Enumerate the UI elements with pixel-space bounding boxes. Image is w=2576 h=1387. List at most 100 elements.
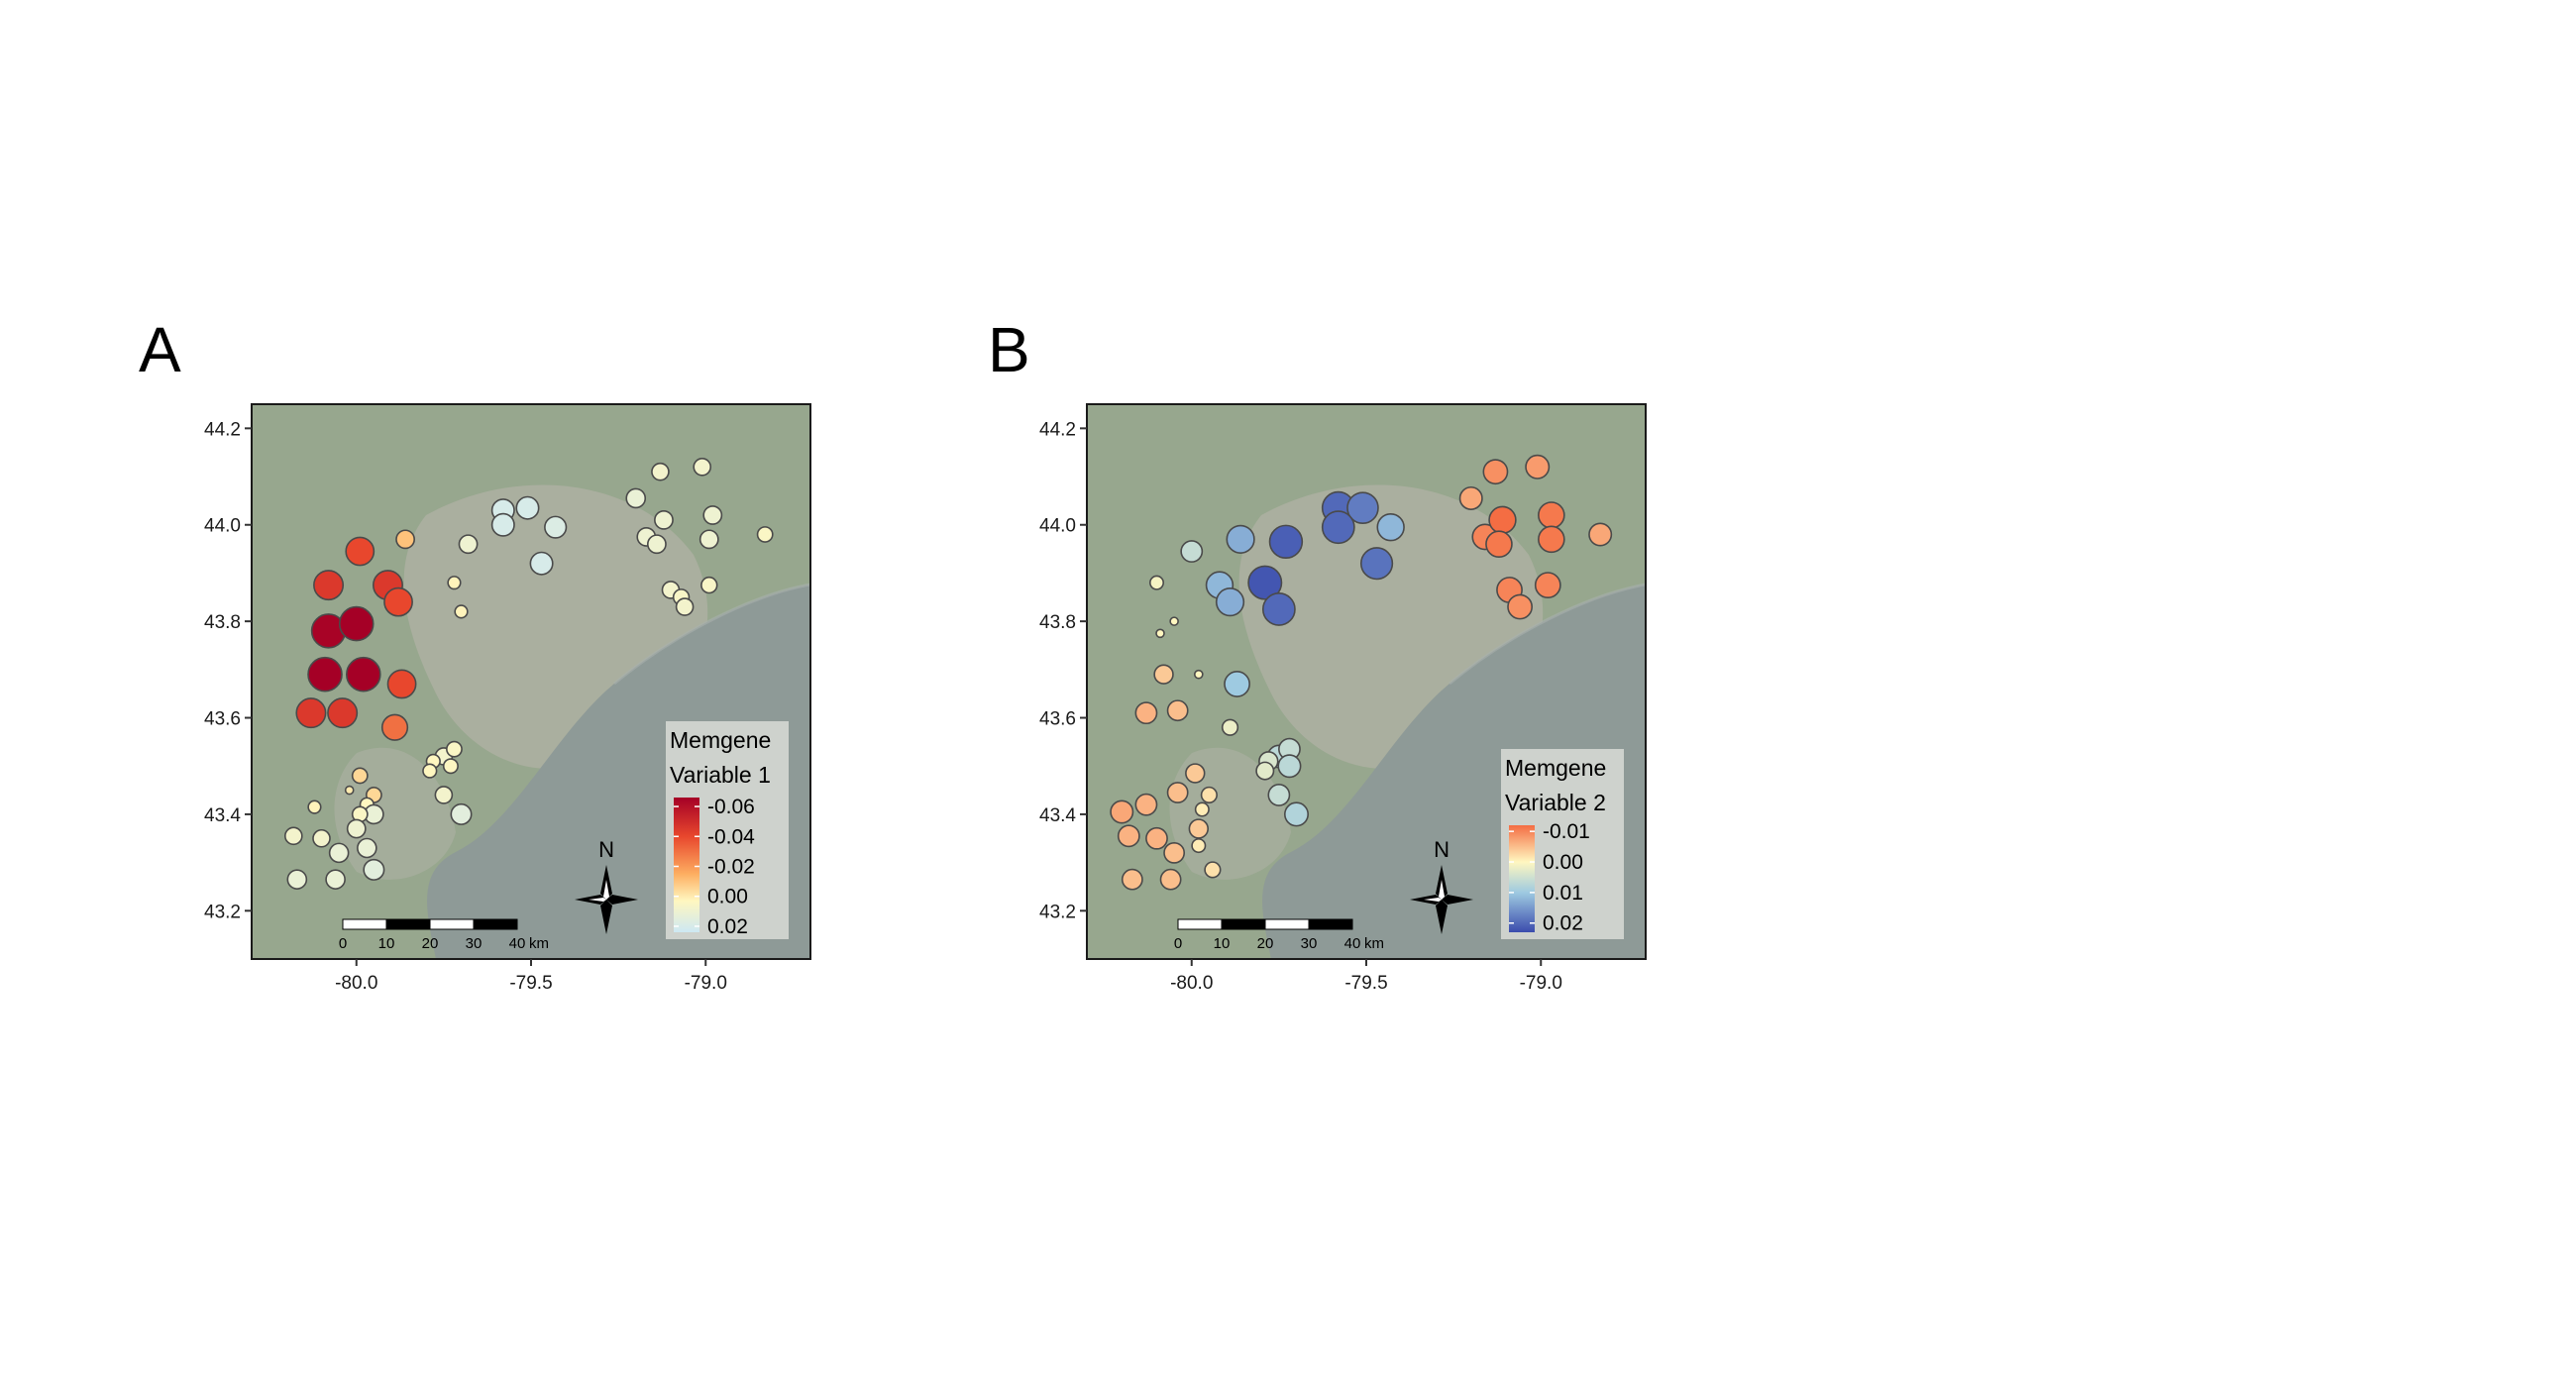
legend-title-line2: Variable 1 <box>670 762 771 788</box>
sample-point <box>447 576 462 590</box>
y-axis-a: 43.2 43.4 43.6 43.8 44.0 44.2 <box>204 419 252 922</box>
scale-label: 10 <box>378 935 395 952</box>
y-tick-label: 44.0 <box>1039 516 1076 537</box>
sample-point <box>702 505 723 525</box>
sample-point <box>1268 524 1304 559</box>
sample-point <box>1507 593 1534 620</box>
scale-segment <box>429 918 475 930</box>
sample-point <box>383 587 413 617</box>
sample-point <box>1110 800 1134 824</box>
y-tick-label: 43.2 <box>1039 902 1076 922</box>
sample-point <box>345 536 376 567</box>
scale-label: 0 <box>1174 935 1182 952</box>
panel-a: A 43.2 43.4 43.6 43.8 44.0 44.2 -80.0 -79.5 -79… <box>139 314 811 994</box>
sample-point <box>544 515 568 539</box>
legend-title-line2: Variable 2 <box>1505 790 1606 815</box>
scale-label: 10 <box>1214 935 1231 952</box>
sample-point <box>647 534 667 555</box>
y-tick-label: 43.6 <box>1039 709 1076 730</box>
sample-point <box>1534 572 1561 599</box>
sample-point <box>1221 718 1239 736</box>
sample-point <box>625 487 647 509</box>
legend-colorbar <box>674 798 699 932</box>
sample-point <box>1458 485 1483 510</box>
scale-segment <box>385 918 431 930</box>
legend-title-line1: Memgene <box>1505 755 1606 781</box>
sample-points-a <box>283 458 774 890</box>
x-tick-label: -80.0 <box>1170 973 1213 994</box>
sample-point <box>351 767 369 785</box>
sample-point <box>1121 868 1143 891</box>
legend-colorbar <box>1509 825 1535 932</box>
sample-point <box>380 713 409 741</box>
sample-point <box>693 458 712 477</box>
sample-point <box>1159 868 1182 891</box>
y-tick-label: 43.4 <box>1039 805 1076 826</box>
scale-segment <box>1308 918 1353 930</box>
north-arrow-a: N <box>575 837 638 934</box>
scale-label: 20 <box>422 935 439 952</box>
legend-label: 0.00 <box>707 886 748 908</box>
sample-point <box>422 763 438 779</box>
legend-labels: -0.01 0.00 0.01 0.02 <box>1509 820 1590 935</box>
sample-point <box>1538 525 1565 554</box>
sample-point <box>1226 524 1255 554</box>
shoreline <box>1449 583 1646 686</box>
legend-title-line1: Memgene <box>670 727 771 753</box>
sample-point <box>1117 824 1140 848</box>
sample-point <box>1194 801 1210 817</box>
sample-point <box>1261 592 1296 626</box>
north-arrow-b: N <box>1410 837 1473 934</box>
sample-point <box>700 576 718 594</box>
y-tick-label: 43.8 <box>204 612 241 633</box>
sample-point <box>283 826 303 846</box>
sample-point <box>1267 784 1291 806</box>
compass-n-label: N <box>1434 837 1449 862</box>
sample-point <box>1204 861 1222 879</box>
scale-label: 40 <box>1344 935 1361 952</box>
scale-label: 30 <box>1301 935 1318 952</box>
sample-point <box>1185 763 1206 784</box>
scale-label: 30 <box>466 935 483 952</box>
sample-point <box>1169 616 1179 626</box>
sample-point <box>1194 669 1204 680</box>
scale-segment <box>342 918 387 930</box>
legend-labels: -0.06 -0.04 -0.02 0.00 0.02 <box>674 796 755 938</box>
scale-label: 40 <box>509 935 526 952</box>
sample-point <box>395 529 416 550</box>
sample-point <box>1200 786 1218 804</box>
y-tick-label: 44.2 <box>1039 419 1076 440</box>
sample-point <box>1482 459 1509 485</box>
y-tick-label: 43.6 <box>204 709 241 730</box>
sample-point <box>698 529 719 550</box>
sample-point <box>286 869 308 890</box>
legend-a: Memgene Variable 1 -0.06 -0.04 -0.02 0.00 0.… <box>666 721 789 939</box>
sample-point <box>515 495 540 520</box>
sample-point <box>307 656 343 693</box>
sample-point <box>1359 547 1394 581</box>
scale-segment <box>473 918 518 930</box>
sample-point <box>328 842 350 864</box>
sample-point <box>357 837 377 859</box>
sample-point <box>1538 501 1565 529</box>
sample-point <box>1277 754 1302 779</box>
sample-point <box>1145 826 1168 850</box>
legend-label: 0.00 <box>1543 851 1583 874</box>
sample-point <box>1134 701 1158 725</box>
sample-point <box>1321 510 1355 545</box>
legend-label: -0.01 <box>1543 820 1590 843</box>
sample-point <box>363 858 385 881</box>
sample-point <box>756 526 774 543</box>
compass-n-label: N <box>598 837 614 862</box>
x-tick-label: -80.0 <box>335 973 377 994</box>
sample-point <box>1255 761 1275 781</box>
scale-bar-b: 0 10 20 30 40 km <box>1174 918 1384 952</box>
x-tick-label: -79.0 <box>685 973 727 994</box>
y-axis-b: 43.2 43.4 43.6 43.8 44.0 44.2 <box>1039 419 1087 922</box>
panel-letter-b: B <box>988 314 1030 385</box>
panel-b: B 43.2 43.4 43.6 43.8 44.0 44.2 -80.0 -79.5 -79… <box>988 314 1647 994</box>
y-tick-label: 43.2 <box>204 902 241 922</box>
sample-point <box>338 605 375 642</box>
sample-point <box>346 818 367 839</box>
